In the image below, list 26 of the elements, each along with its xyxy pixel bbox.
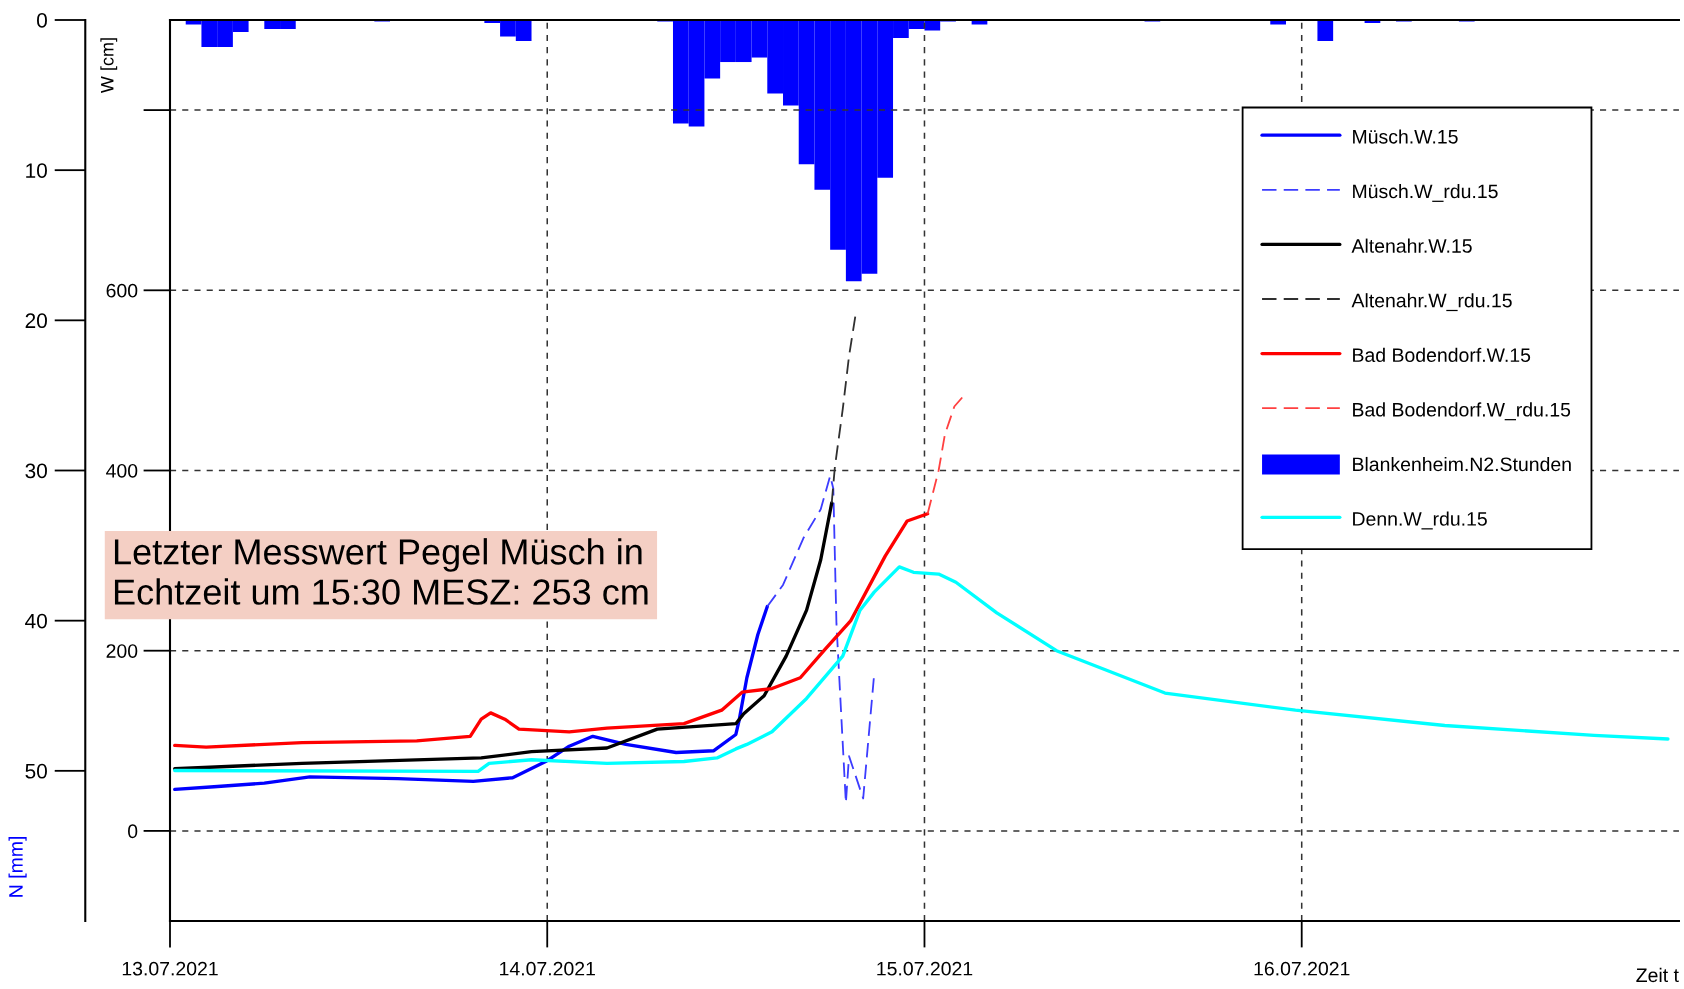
x-axis-title: Zeit t bbox=[1636, 967, 1679, 983]
legend-label: Bad Bodendorf.W.15 bbox=[1353, 347, 1531, 363]
y-tick-label: 400 bbox=[106, 463, 138, 478]
y2-axis-title: N [mm] bbox=[8, 837, 27, 897]
legend-label: Bad Bodendorf.W_rdu.15 bbox=[1353, 402, 1571, 421]
y-tick-label: 600 bbox=[106, 283, 138, 298]
x-tick-label: 13.07.2021 bbox=[122, 961, 218, 976]
y-tick-label: 0 bbox=[128, 824, 138, 839]
legend-label: Denn.W_rdu.15 bbox=[1353, 511, 1487, 530]
annotation: Letzter Messwert Pegel Müsch in Echtzeit um 15:30 MESZ: 253 cm bbox=[114, 538, 648, 605]
legend-label: Müsch.W_rdu.15 bbox=[1353, 183, 1498, 202]
y2-tick-label: 50 bbox=[25, 763, 47, 779]
y2-tick-label: 40 bbox=[25, 613, 47, 629]
y2-tick-label: 30 bbox=[25, 463, 47, 479]
legend-label: Altenahr.W.15 bbox=[1351, 238, 1472, 253]
legend-label: Altenahr.W_rdu.15 bbox=[1351, 293, 1512, 312]
y-axis-title: W [cm] bbox=[100, 38, 118, 94]
x-tick-label: 15.07.2021 bbox=[877, 961, 973, 976]
y-tick-label: 200 bbox=[106, 644, 138, 658]
x-tick-label: 16.07.2021 bbox=[1254, 961, 1350, 976]
y2-tick-label: 10 bbox=[26, 163, 47, 178]
y2-tick-label: 20 bbox=[25, 313, 47, 329]
y2-tick-label: 0 bbox=[37, 13, 47, 28]
x-tick-label: 14.07.2021 bbox=[500, 961, 595, 976]
legend-label: Müsch.W.15 bbox=[1353, 129, 1458, 144]
legend-label: Blankenheim.N2.Stunden bbox=[1353, 456, 1571, 472]
